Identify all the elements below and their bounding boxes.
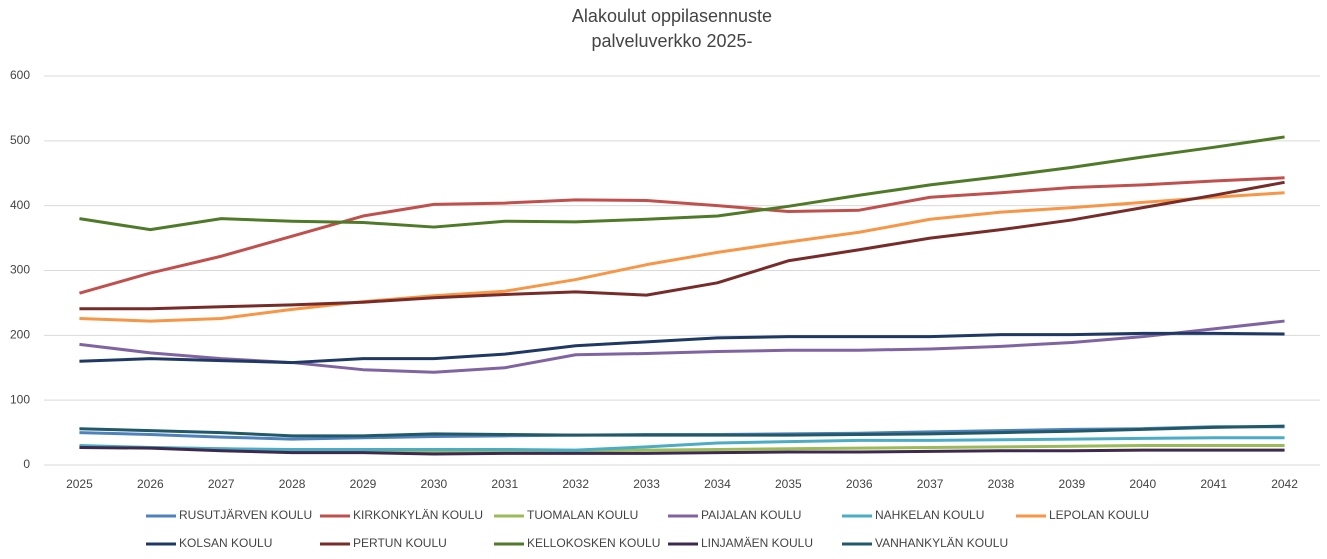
x-tick-label: 2027 [208, 477, 235, 491]
x-tick-label: 2028 [279, 477, 306, 491]
legend-label: KIRKONKYLÄN KOULU [353, 508, 483, 522]
x-tick-label: 2040 [1129, 477, 1156, 491]
series-line [79, 176, 1285, 295]
series-line [79, 424, 1285, 438]
x-tick-label: 2026 [137, 477, 164, 491]
x-tick-label: 2039 [1059, 477, 1086, 491]
chart-subtitle: palveluverkko 2025- [591, 31, 752, 51]
x-tick-label: 2038 [988, 477, 1015, 491]
x-tick-label: 2032 [562, 477, 589, 491]
y-tick-label: 400 [10, 198, 30, 212]
legend-label: TUOMALAN KOULU [527, 508, 638, 522]
legend-label: PAIJALAN KOULU [701, 508, 801, 522]
x-tick-label: 2034 [704, 477, 731, 491]
x-tick-label: 2025 [66, 477, 93, 491]
series-line [79, 331, 1285, 365]
legend-label: KOLSAN KOULU [179, 536, 272, 550]
legend-label: KELLOKOSKEN KOULU [527, 536, 660, 550]
chart-title: Alakoulut oppilasennuste [572, 6, 772, 26]
series-line [79, 319, 1285, 374]
series-line [79, 191, 1285, 323]
series-line [79, 180, 1285, 311]
series-line [79, 445, 1285, 456]
series-line [79, 135, 1285, 232]
series-line [79, 436, 1285, 452]
y-tick-label: 0 [23, 457, 30, 471]
legend-label: VANHANKYLÄN KOULU [875, 536, 1008, 550]
legend-label: NAHKELAN KOULU [875, 508, 984, 522]
x-tick-label: 2041 [1200, 477, 1227, 491]
x-tick-label: 2030 [421, 477, 448, 491]
legend-label: RUSUTJÄRVEN KOULU [179, 508, 312, 522]
y-tick-label: 500 [10, 133, 30, 147]
legend-label: PERTUN KOULU [353, 536, 447, 550]
x-tick-label: 2036 [846, 477, 873, 491]
x-tick-label: 2033 [633, 477, 660, 491]
x-tick-label: 2037 [917, 477, 944, 491]
legend-label: LINJAMÄEN KOULU [701, 536, 813, 550]
x-tick-label: 2029 [350, 477, 377, 491]
x-tick-label: 2035 [775, 477, 802, 491]
y-tick-label: 600 [10, 68, 30, 82]
y-tick-label: 300 [10, 263, 30, 277]
x-tick-label: 2031 [491, 477, 518, 491]
x-tick-label: 2042 [1271, 477, 1298, 491]
legend-label: LEPOLAN KOULU [1049, 508, 1149, 522]
y-tick-label: 200 [10, 328, 30, 342]
y-tick-label: 100 [10, 392, 30, 406]
